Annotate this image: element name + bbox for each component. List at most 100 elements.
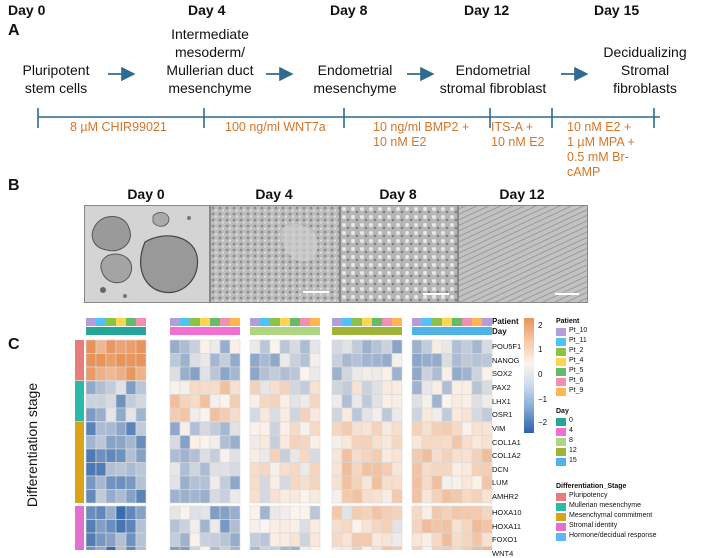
heatmap-cell <box>125 353 137 368</box>
heatmap-cell <box>209 505 221 520</box>
heatmap-cell <box>219 421 231 436</box>
heatmap-cell <box>95 421 107 436</box>
day-annotation-cell <box>136 327 146 335</box>
legend-swatch <box>556 458 566 466</box>
heatmap-cell <box>441 448 453 463</box>
heatmap-cell <box>471 519 483 534</box>
heatmap-cell <box>431 407 443 422</box>
day-annotation-cell <box>412 327 422 335</box>
heatmap-cell <box>199 380 211 395</box>
heatmap-cell <box>179 339 191 354</box>
patient-annotation-cell <box>332 318 342 326</box>
heatmap-cell <box>115 462 127 477</box>
heatmap-cell <box>451 366 463 381</box>
heatmap-cell <box>331 462 343 477</box>
heatmap-cell <box>249 407 261 422</box>
heatmap-cell <box>169 448 181 463</box>
heatmap-cell <box>381 435 393 450</box>
heatmap-cell <box>391 339 403 354</box>
heatmap-cell <box>279 532 291 547</box>
heatmap-cell <box>199 339 211 354</box>
heatmap-cell <box>299 353 311 368</box>
legend-item-label: 0 <box>569 417 573 424</box>
heatmap-cell <box>351 435 363 450</box>
colorbar-tick: 1 <box>538 345 543 354</box>
heatmap-cell <box>219 339 231 354</box>
patient-annotation-cell <box>382 318 392 326</box>
heatmap-cell <box>461 407 473 422</box>
day-annotation-cell <box>462 327 472 335</box>
heatmap-cell <box>421 380 433 395</box>
annotation-label-day: Day <box>492 327 507 336</box>
heatmap-cell <box>421 394 433 409</box>
legend-item-label: 12 <box>569 447 577 454</box>
legend-swatch <box>556 388 566 396</box>
stage-decidualizing-fibroblasts: Decidualizing Stromal fibroblasts <box>603 44 687 96</box>
heatmap-cell <box>309 532 321 547</box>
heatmap-cell <box>189 505 201 520</box>
patient-annotation-cell <box>442 318 452 326</box>
heatmap-cell <box>461 421 473 436</box>
heatmap-cell <box>279 435 291 450</box>
heatmap-cell <box>341 532 353 547</box>
day-annotation-cell <box>230 327 240 335</box>
heatmap-cell <box>381 448 393 463</box>
legend-swatch <box>556 328 566 336</box>
heatmap-cell <box>451 532 463 547</box>
stage-endometrial-stromal-fibroblast: Endometrial stromal fibroblast <box>439 62 547 96</box>
heatmap-cell <box>199 421 211 436</box>
heatmap-cell <box>229 353 241 368</box>
heatmap-cell <box>135 380 147 395</box>
heatmap-cell <box>209 394 221 409</box>
heatmap-cell <box>199 407 211 422</box>
day-annotation-cell <box>180 327 190 335</box>
heatmap-cell <box>411 546 423 550</box>
legend-swatch <box>556 523 566 531</box>
heatmap-cell <box>229 435 241 450</box>
day-annotation-cell <box>382 327 392 335</box>
heatmap-cell <box>169 462 181 477</box>
heatmap-cell <box>451 394 463 409</box>
heatmap-cell <box>105 421 117 436</box>
heatmap-cell <box>309 366 321 381</box>
legend-item-label: Pluripotency <box>569 492 608 499</box>
heatmap-cell <box>279 462 291 477</box>
day-annotation-cell <box>116 327 126 335</box>
heatmap-cell <box>299 407 311 422</box>
heatmap-cell <box>341 475 353 490</box>
patient-annotation-cell <box>126 318 136 326</box>
heatmap-cell <box>229 380 241 395</box>
heatmap-cell <box>381 380 393 395</box>
heatmap-cell <box>431 421 443 436</box>
heatmap-cell <box>431 353 443 368</box>
heatmap-cell <box>95 462 107 477</box>
stage-sidebar-0 <box>75 340 84 381</box>
heatmap-cell <box>391 435 403 450</box>
legend-swatch <box>556 503 566 511</box>
micro-title-day0: Day 0 <box>127 186 165 202</box>
heatmap-cell <box>85 380 97 395</box>
heatmap-cell <box>299 435 311 450</box>
day-annotation-cell <box>106 327 116 335</box>
heatmap-cell <box>441 546 453 550</box>
heatmap-cell <box>451 505 463 520</box>
heatmap-cell <box>279 489 291 504</box>
heatmap-cell <box>289 407 301 422</box>
heatmap-cell <box>371 462 383 477</box>
heatmap-cell <box>351 532 363 547</box>
heatmap-cell <box>411 339 423 354</box>
heatmap-cell <box>431 435 443 450</box>
day-annotation-cell <box>472 327 482 335</box>
condition-itsa-e2: ITS-A + 10 nM E2 <box>491 120 545 149</box>
heatmap-cell <box>179 532 191 547</box>
heatmap-cell <box>259 462 271 477</box>
heatmap-cell <box>461 448 473 463</box>
heatmap-cell <box>481 462 493 477</box>
heatmap-cell <box>411 353 423 368</box>
heatmap-cell <box>269 462 281 477</box>
heatmap-cell <box>309 519 321 534</box>
heatmap-cell <box>391 380 403 395</box>
heatmap-cell <box>421 489 433 504</box>
heatmap-cell <box>105 505 117 520</box>
heatmap-cell <box>361 532 373 547</box>
